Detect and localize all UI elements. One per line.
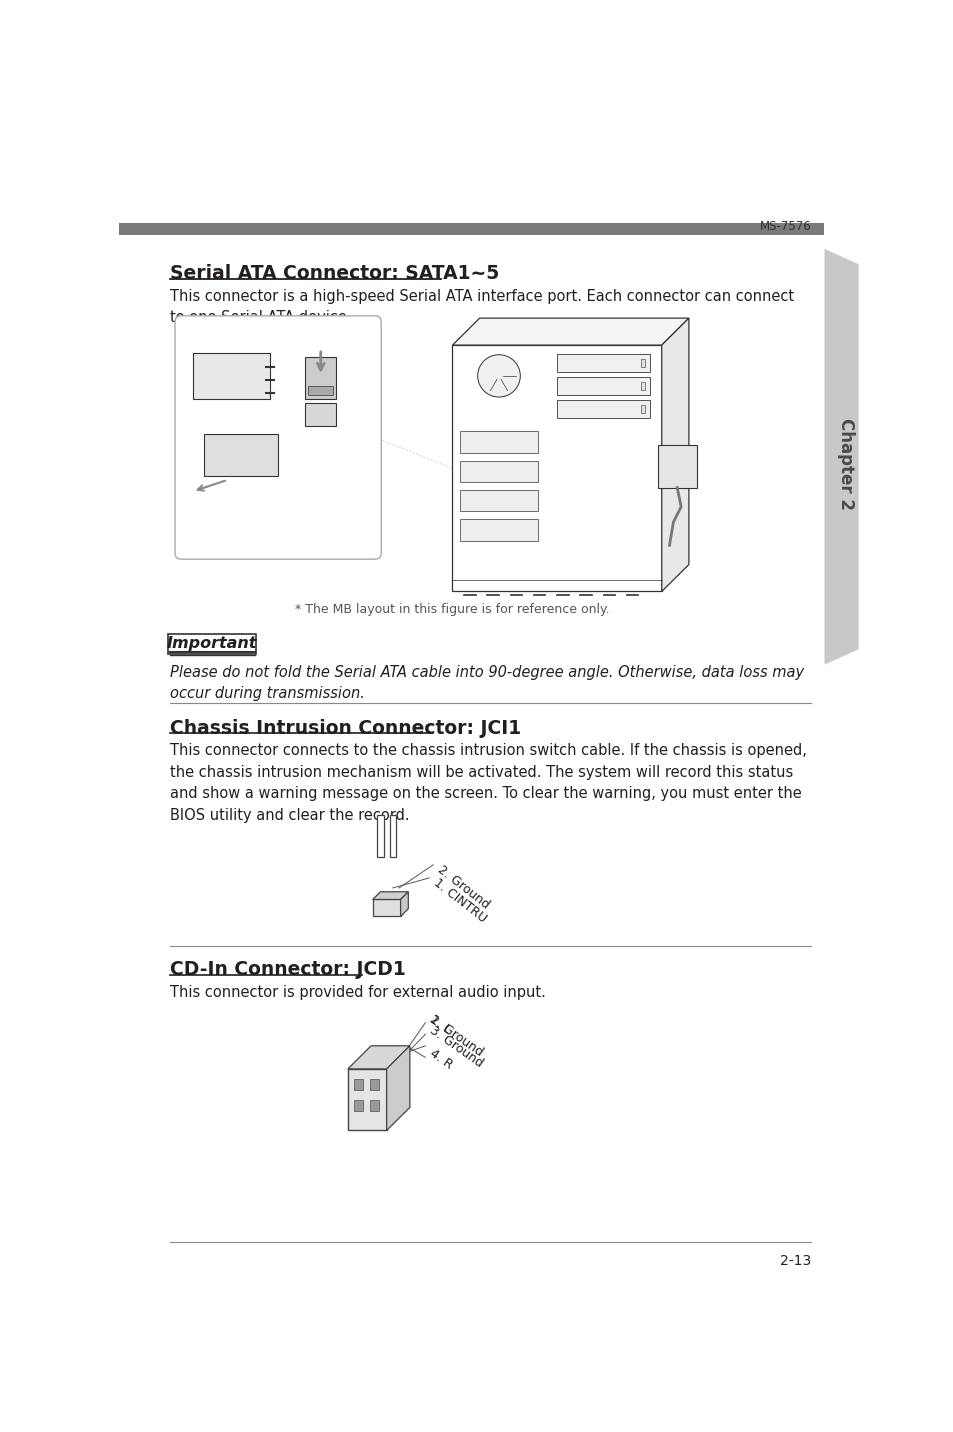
Text: 2-13: 2-13 bbox=[780, 1253, 810, 1267]
Bar bbox=[305, 402, 335, 425]
Polygon shape bbox=[400, 892, 408, 916]
Text: Chapter 2: Chapter 2 bbox=[837, 418, 854, 510]
Bar bbox=[452, 345, 661, 591]
Text: 1. CINTRU: 1. CINTRU bbox=[431, 876, 488, 925]
Text: MS-7576: MS-7576 bbox=[759, 219, 810, 232]
Bar bbox=[640, 382, 645, 390]
Text: Important: Important bbox=[167, 636, 257, 652]
Polygon shape bbox=[373, 892, 408, 899]
Text: This connector connects to the chassis intrusion switch cable. If the chassis is: This connector connects to the chassis i… bbox=[170, 743, 805, 823]
Text: This connector is provided for external audio input.: This connector is provided for external … bbox=[170, 985, 545, 1000]
Text: This connector is a high-speed Serial ATA interface port. Each connector can con: This connector is a high-speed Serial AT… bbox=[170, 289, 793, 325]
Polygon shape bbox=[348, 1045, 410, 1068]
Bar bbox=[557, 400, 649, 418]
Bar bbox=[348, 1068, 386, 1130]
Bar bbox=[204, 434, 278, 475]
Text: Please do not fold the Serial ATA cable into 90-degree angle. Otherwise, data lo: Please do not fold the Serial ATA cable … bbox=[170, 664, 803, 702]
Bar bbox=[119, 222, 823, 235]
Bar bbox=[459, 490, 537, 511]
Bar bbox=[305, 357, 335, 400]
Text: 2. Ground: 2. Ground bbox=[435, 863, 491, 912]
Bar bbox=[354, 1100, 363, 1111]
Bar bbox=[308, 385, 333, 395]
Polygon shape bbox=[386, 1045, 410, 1130]
FancyBboxPatch shape bbox=[168, 634, 256, 654]
Bar bbox=[640, 359, 645, 367]
Bar bbox=[557, 377, 649, 395]
Text: Chassis Intrusion Connector: JCI1: Chassis Intrusion Connector: JCI1 bbox=[170, 719, 520, 737]
Polygon shape bbox=[661, 318, 688, 591]
Bar bbox=[459, 431, 537, 453]
Bar bbox=[369, 1100, 378, 1111]
Bar bbox=[557, 354, 649, 372]
Bar bbox=[658, 445, 696, 487]
Bar bbox=[459, 520, 537, 541]
Ellipse shape bbox=[477, 355, 519, 397]
Polygon shape bbox=[823, 249, 858, 664]
Bar bbox=[377, 815, 383, 858]
Bar bbox=[193, 352, 270, 400]
Text: * The MB layout in this figure is for reference only.: * The MB layout in this figure is for re… bbox=[294, 603, 609, 616]
Bar bbox=[373, 899, 400, 916]
Text: 4. R: 4. R bbox=[427, 1047, 454, 1071]
Text: CD-In Connector: JCD1: CD-In Connector: JCD1 bbox=[170, 961, 405, 979]
Text: 3. Ground: 3. Ground bbox=[427, 1024, 484, 1070]
Bar bbox=[640, 405, 645, 412]
Text: 2. Ground: 2. Ground bbox=[427, 1012, 484, 1058]
Text: Serial ATA Connector: SATA1~5: Serial ATA Connector: SATA1~5 bbox=[170, 265, 498, 284]
FancyBboxPatch shape bbox=[174, 316, 381, 558]
Polygon shape bbox=[452, 318, 688, 345]
Bar bbox=[459, 461, 537, 483]
Text: 1. L: 1. L bbox=[427, 1012, 453, 1037]
Bar bbox=[369, 1078, 378, 1090]
Bar bbox=[354, 1078, 363, 1090]
Bar bbox=[390, 815, 395, 858]
